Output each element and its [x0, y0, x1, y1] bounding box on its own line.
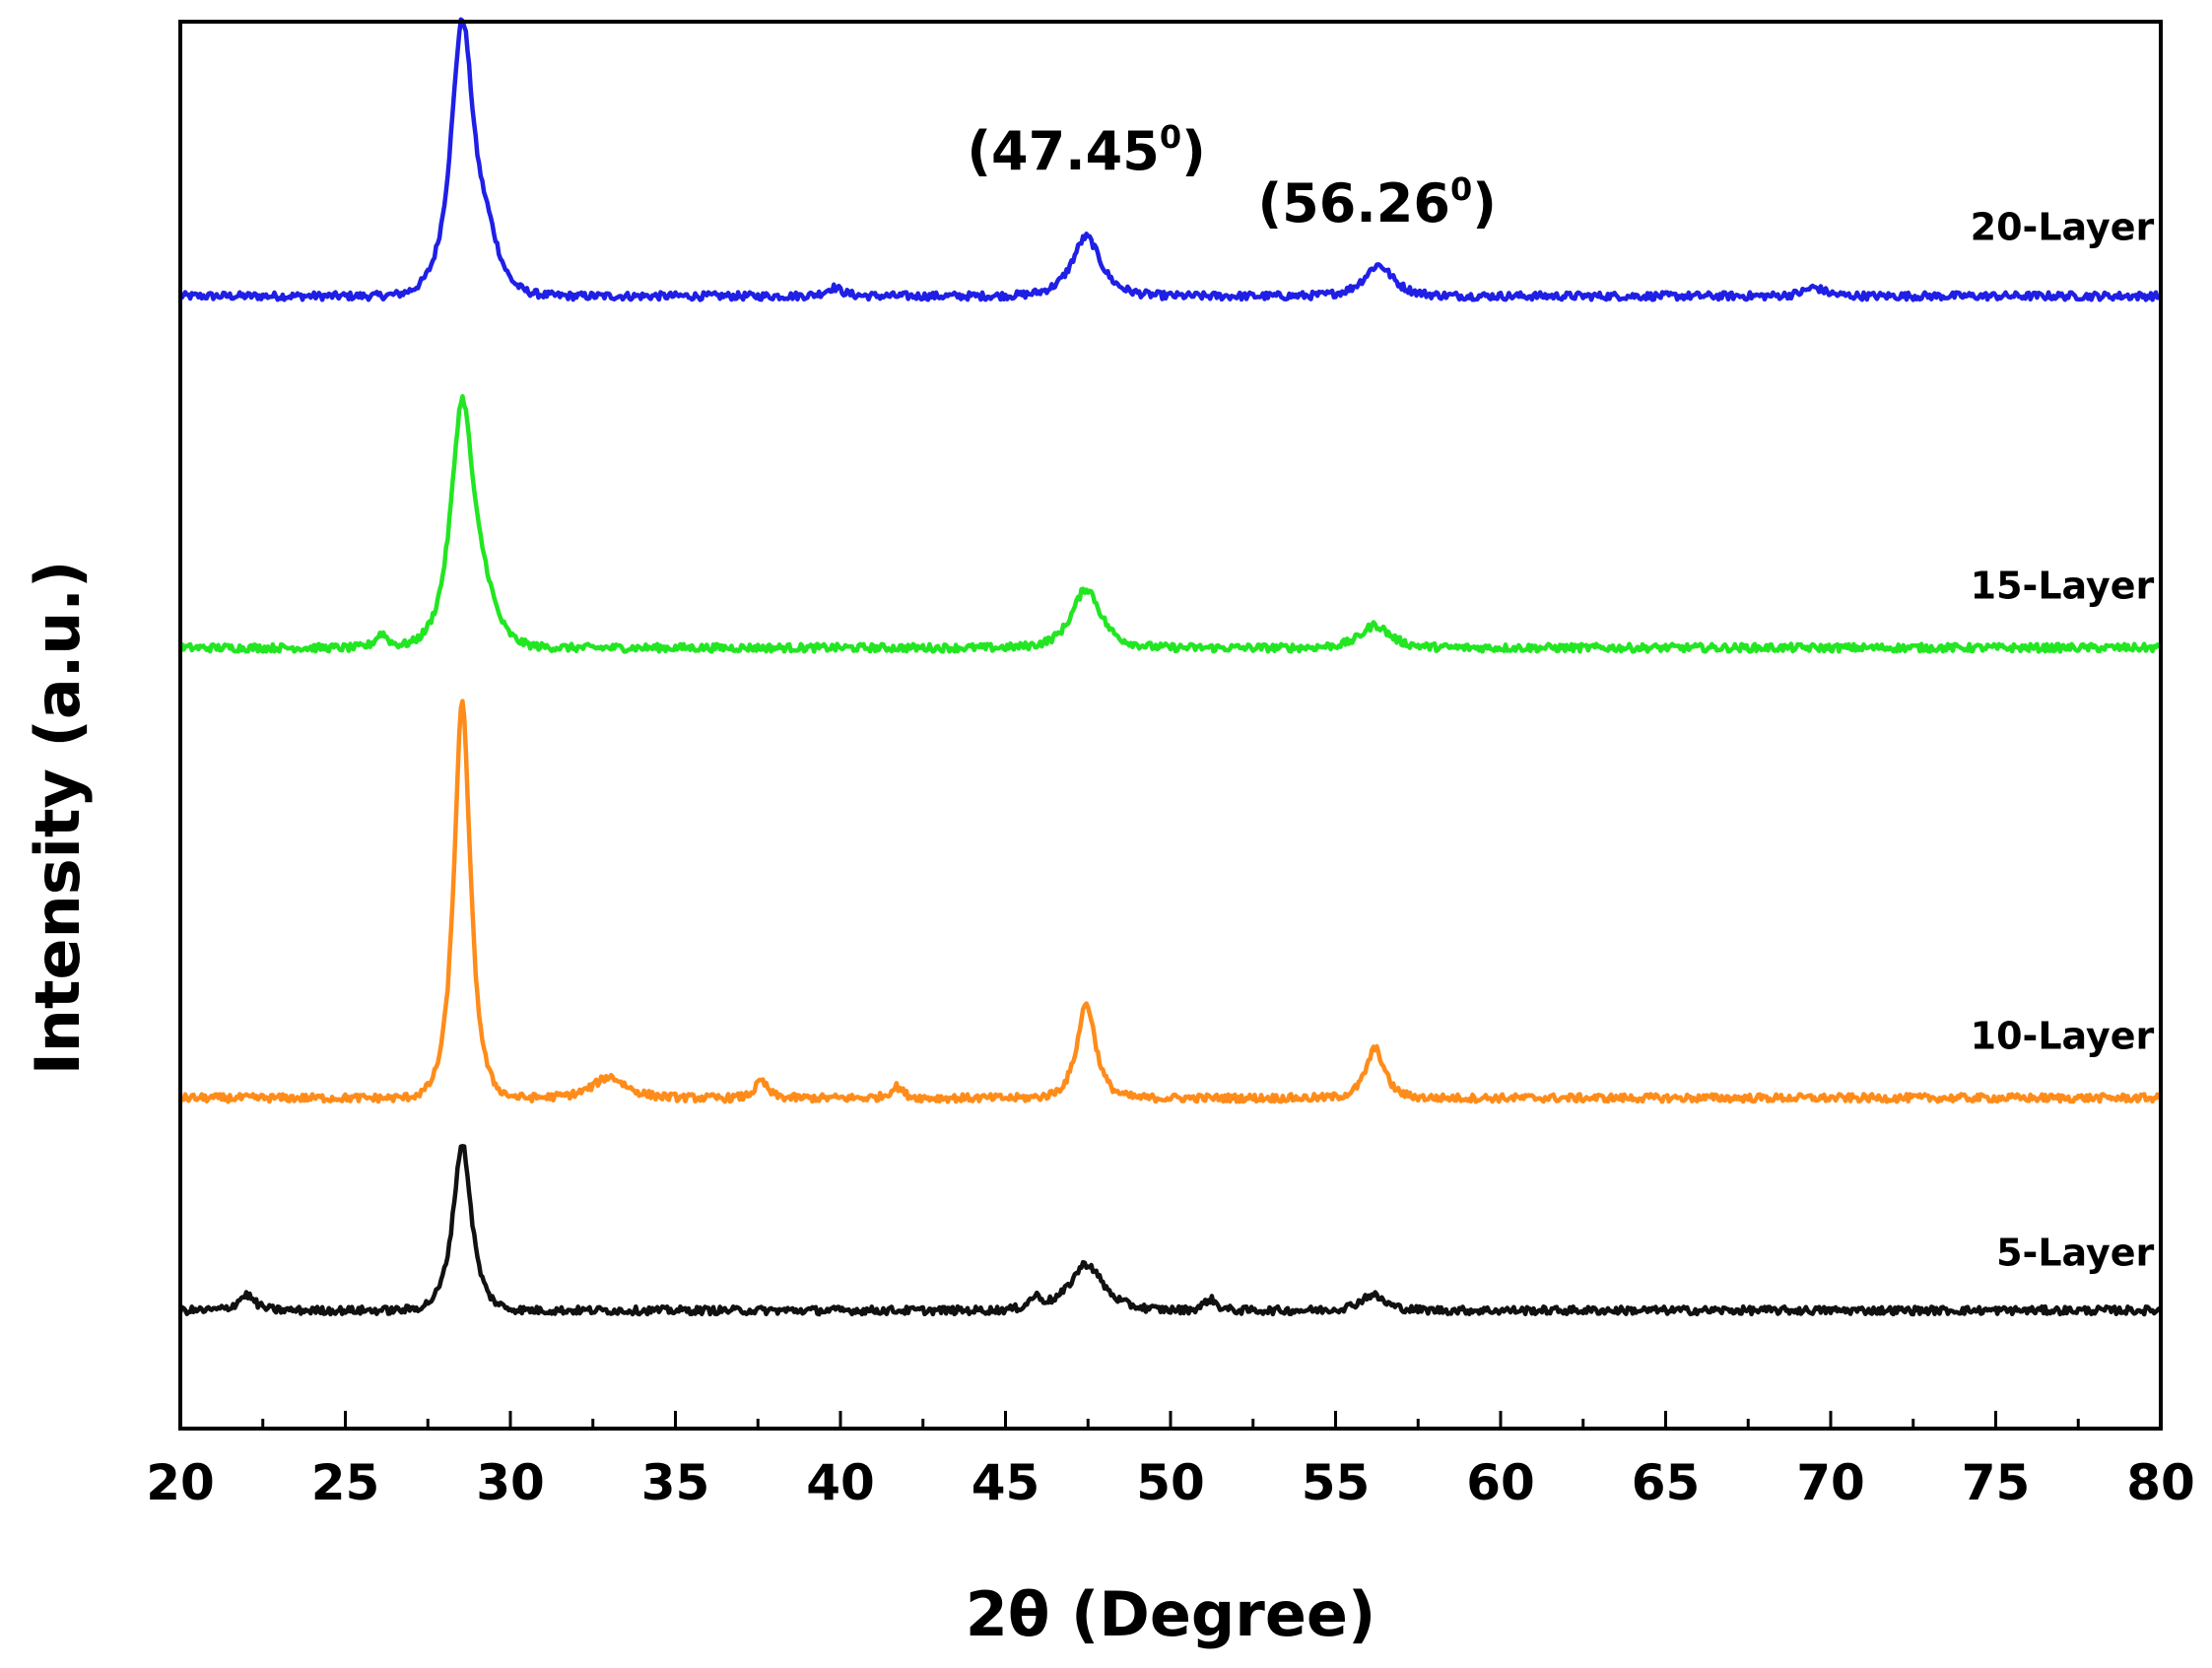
- x-tick-label: 70: [1796, 1454, 1865, 1511]
- x-tick-label: 45: [972, 1454, 1040, 1511]
- series-line-10-layer: [178, 699, 2162, 1104]
- x-tick-label: 80: [2126, 1454, 2195, 1511]
- x-tick-label: 55: [1302, 1454, 1371, 1511]
- peak-annotations: (28.540)(47.450)(56.260): [967, 118, 1497, 234]
- x-tick-label: 20: [146, 1454, 215, 1511]
- x-tick-label: 30: [476, 1454, 545, 1511]
- series-line-20-layer: [178, 17, 2163, 302]
- peak-annotation: (47.450): [967, 118, 1205, 182]
- series-label-10-layer: 10-Layer: [1971, 1014, 2155, 1057]
- plot-frame: [178, 20, 2163, 1431]
- y-axis-label: Intensity (a.u.): [22, 561, 94, 1076]
- x-tick-label: 50: [1136, 1454, 1205, 1511]
- series-label-15-layer: 15-Layer: [1971, 564, 2155, 607]
- x-tick-label: 75: [1962, 1454, 2031, 1511]
- x-axis-label: 2θ (Degree): [966, 1578, 1376, 1650]
- x-tick-label: 40: [806, 1454, 875, 1511]
- series-label-5-layer: 5-Layer: [1996, 1231, 2154, 1274]
- series-labels: 20-Layer 15-Layer 10-Layer 5-Layer: [1971, 205, 2155, 1274]
- series-label-20-layer: 20-Layer: [1971, 205, 2155, 248]
- x-axis: 20 25 30 35 40 45 50 55 60 65 70 75 80: [146, 1411, 2195, 1511]
- series-line-15-layer: [177, 393, 2163, 654]
- x-tick-label: 35: [641, 1454, 710, 1511]
- x-tick-label: 60: [1466, 1454, 1535, 1511]
- x-tick-label: 25: [311, 1454, 380, 1511]
- series-line-5-layer: [177, 1144, 2163, 1317]
- peak-annotation: (56.260): [1257, 170, 1496, 234]
- x-tick-label: 65: [1632, 1454, 1701, 1511]
- series-layer: [177, 17, 2163, 1317]
